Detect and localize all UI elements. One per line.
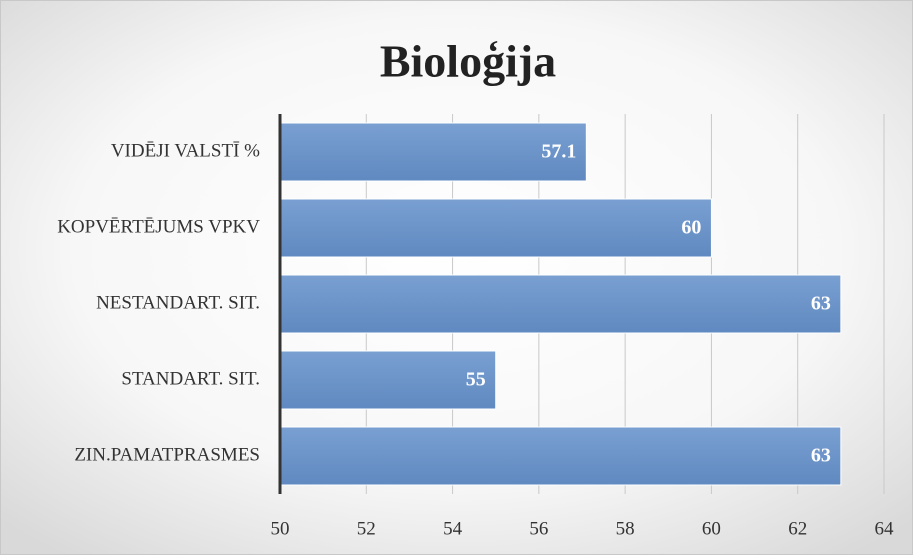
bar xyxy=(279,122,587,182)
bar xyxy=(279,350,497,410)
x-tick-label: 62 xyxy=(788,518,807,539)
y-tick-label: STANDART. SIT. xyxy=(121,368,260,389)
data-label: 63 xyxy=(811,293,831,315)
chart-title: Bioloģija xyxy=(380,36,556,87)
bar xyxy=(279,274,842,334)
x-tick-label: 50 xyxy=(271,518,290,539)
y-tick-label: VIDĒJI VALSTĪ % xyxy=(111,140,260,161)
y-tick-label: ZIN.PAMATPRASMES xyxy=(74,444,260,465)
data-label: 55 xyxy=(466,369,486,391)
x-tick-label: 60 xyxy=(702,518,721,539)
y-tick-label: KOPVĒRTĒJUMS VPKV xyxy=(57,216,260,237)
data-label: 63 xyxy=(811,445,831,467)
bar xyxy=(279,198,712,258)
bar xyxy=(279,426,842,486)
data-label: 57.1 xyxy=(541,141,576,163)
x-tick-label: 64 xyxy=(875,518,895,539)
x-tick-label: 52 xyxy=(357,518,376,539)
x-tick-label: 58 xyxy=(616,518,635,539)
x-tick-label: 56 xyxy=(529,518,548,539)
y-tick-label: NESTANDART. SIT. xyxy=(96,292,260,313)
data-label: 60 xyxy=(681,217,701,239)
x-tick-label: 54 xyxy=(443,518,463,539)
